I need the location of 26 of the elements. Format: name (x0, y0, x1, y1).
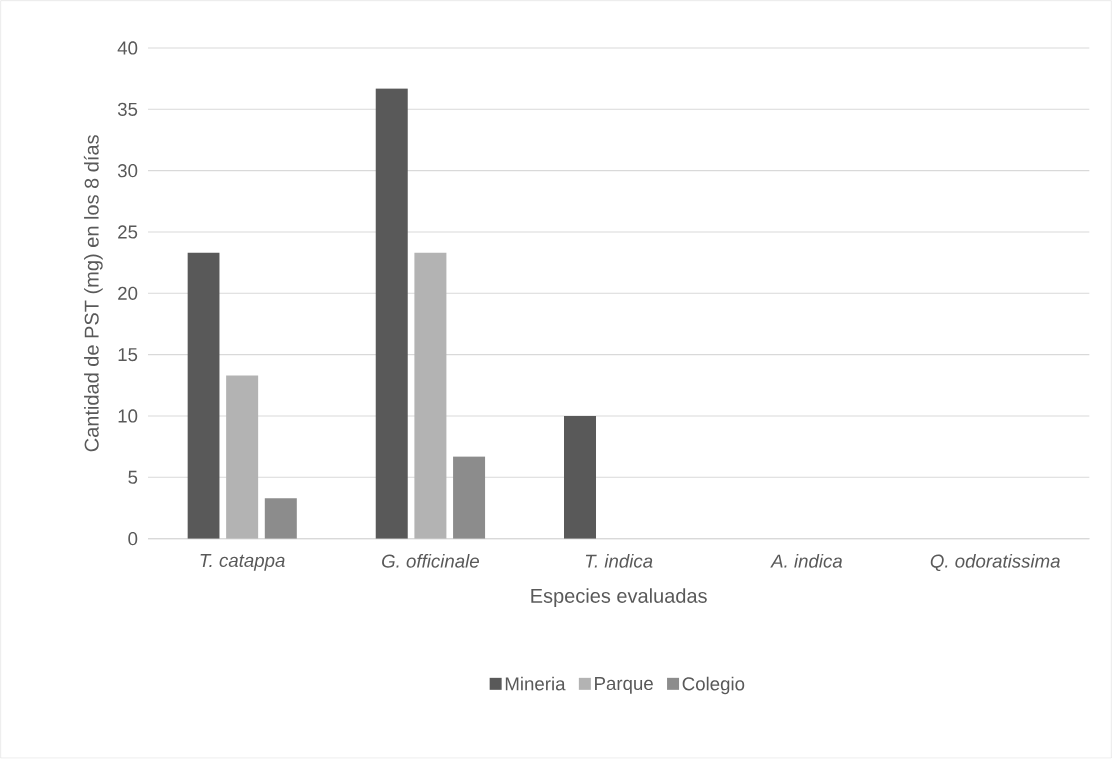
y-tick-label: 10 (118, 409, 138, 423)
y-tick-label: 5 (128, 470, 138, 485)
x-tick-label: T. catappa (200, 554, 285, 571)
x-tick-label: G. officinale (382, 554, 479, 568)
bar (187, 253, 220, 539)
bar (264, 498, 297, 539)
x-tick-label: A. indica (770, 554, 843, 568)
bar (226, 375, 259, 539)
y-tick-label: 20 (118, 286, 138, 301)
y-axis-title: Cantidad de PST (mg) en los 8 días (83, 135, 103, 452)
bar (414, 253, 447, 539)
y-tick-label: 35 (117, 102, 138, 117)
legend-label: Colegio (682, 676, 745, 695)
legend-label: Parque (595, 677, 653, 694)
bar (375, 88, 408, 539)
y-tick-label: 40 (117, 41, 138, 55)
y-tick-label: 30 (117, 164, 138, 178)
legend-label: Mineria (505, 676, 566, 691)
y-tick-label: 25 (118, 225, 138, 239)
x-tick-label: T. indica (585, 554, 653, 568)
x-axis-title: Especies evaluadas (531, 588, 707, 608)
x-tick-label: Q. odoratissima (930, 554, 1060, 572)
bar (453, 456, 486, 539)
y-tick-label: 15 (118, 348, 138, 362)
bar (564, 416, 597, 539)
y-tick-label: 0 (128, 532, 138, 546)
